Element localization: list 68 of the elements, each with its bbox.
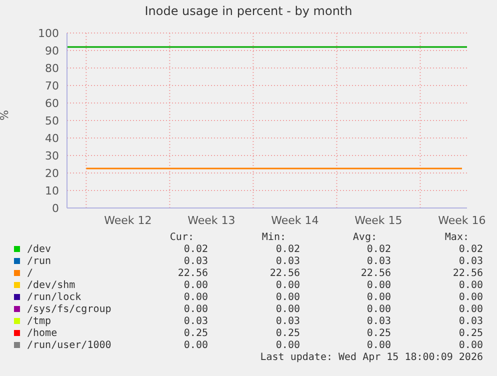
text: 0.02 xyxy=(366,244,391,255)
y-tick-label: 40 xyxy=(45,132,59,145)
legend-label: /tmp xyxy=(27,316,52,327)
text: 0.00 xyxy=(366,340,391,351)
legend-label: /run xyxy=(27,256,52,267)
y-tick-label: 30 xyxy=(45,149,59,162)
text: 22.56 xyxy=(178,268,208,279)
y-tick-label: 70 xyxy=(45,79,59,92)
text: 0.00 xyxy=(366,292,391,303)
legend-label: /dev xyxy=(27,244,52,255)
text: 0.00 xyxy=(184,340,208,351)
x-tick-label: Week 13 xyxy=(188,214,236,227)
text: 0.00 xyxy=(184,292,208,303)
text: 0.25 xyxy=(276,328,300,339)
x-tick-label: Week 16 xyxy=(438,214,486,227)
text: 0.00 xyxy=(366,304,391,315)
y-tick-label: 0 xyxy=(52,202,59,215)
text: 0.00 xyxy=(458,280,483,291)
y-tick-label: 100 xyxy=(38,26,59,40)
text: 0.00 xyxy=(458,340,483,351)
text: 0.00 xyxy=(276,304,300,315)
chart-title: Inode usage in percent - by month xyxy=(144,4,354,18)
text: 0.03 xyxy=(276,316,300,327)
text: 22.56 xyxy=(452,268,483,279)
text: 0.00 xyxy=(458,304,483,315)
text: 0.03 xyxy=(184,316,208,327)
text: 0.00 xyxy=(366,280,391,291)
text: 0.03 xyxy=(366,256,391,267)
text: 0.00 xyxy=(184,280,208,291)
text: 0.03 xyxy=(366,316,391,327)
text: 0.02 xyxy=(276,244,300,255)
y-tick-label: 60 xyxy=(45,96,59,110)
text: 0.00 xyxy=(184,304,208,315)
y-tick-label: 80 xyxy=(45,62,59,75)
text: Last update: Wed Apr 15 18:00:09 2026 xyxy=(260,352,483,363)
text: 0.25 xyxy=(184,328,208,339)
text: 0.25 xyxy=(366,328,391,339)
text: 0.03 xyxy=(458,316,483,327)
x-tick-label: Week 14 xyxy=(271,214,319,227)
y-tick-label: 10 xyxy=(45,184,59,198)
text: 0.03 xyxy=(276,256,300,267)
text: Max: xyxy=(444,232,469,243)
text: 0.02 xyxy=(184,244,208,255)
legend-label: /home xyxy=(27,328,58,339)
text: Cur: xyxy=(170,232,194,243)
text: Avg: xyxy=(352,232,377,243)
text: 0.00 xyxy=(276,292,300,303)
y-tick-label: 90 xyxy=(45,44,59,58)
y-axis-title: % xyxy=(0,110,11,120)
text: 0.00 xyxy=(458,292,483,303)
legend-label: /run/user/1000 xyxy=(27,340,112,351)
text: Min: xyxy=(262,232,286,243)
legend-label: / xyxy=(27,268,34,279)
text: 0.00 xyxy=(276,340,300,351)
y-tick-label: 50 xyxy=(45,114,59,128)
x-tick-label: Week 12 xyxy=(104,214,152,227)
text: 0.25 xyxy=(458,328,483,339)
x-tick-label: Week 15 xyxy=(354,214,402,227)
legend-label: /dev/shm xyxy=(27,280,76,291)
text: 0.00 xyxy=(276,280,300,291)
text: 0.02 xyxy=(458,244,483,255)
legend-label: /run/lock xyxy=(27,292,82,303)
y-tick-label: 20 xyxy=(45,166,59,180)
text: 0.03 xyxy=(458,256,483,267)
text: 22.56 xyxy=(360,268,391,279)
text: 0.03 xyxy=(184,256,208,267)
legend-label: /sys/fs/cgroup xyxy=(27,304,112,315)
text: 22.56 xyxy=(270,268,300,279)
